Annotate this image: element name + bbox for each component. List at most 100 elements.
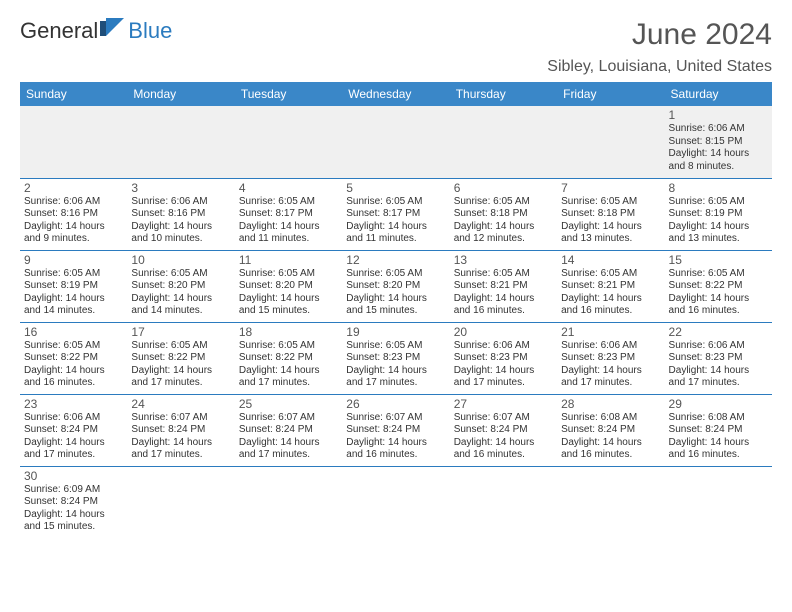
calendar-day-cell: 3Sunrise: 6:06 AMSunset: 8:16 PMDaylight…: [127, 178, 234, 250]
calendar-day-cell: 8Sunrise: 6:05 AMSunset: 8:19 PMDaylight…: [665, 178, 772, 250]
sunset-text: Sunset: 8:20 PM: [239, 280, 338, 293]
daylight-text: and 17 minutes.: [239, 377, 338, 390]
daylight-text: and 14 minutes.: [131, 305, 230, 318]
sunrise-text: Sunrise: 6:09 AM: [24, 484, 123, 497]
daylight-text: Daylight: 14 hours: [239, 221, 338, 234]
daylight-text: Daylight: 14 hours: [346, 221, 445, 234]
calendar-day-cell: 24Sunrise: 6:07 AMSunset: 8:24 PMDayligh…: [127, 394, 234, 466]
sunrise-text: Sunrise: 6:05 AM: [561, 196, 660, 209]
calendar-day-cell: [557, 466, 664, 538]
daylight-text: Daylight: 14 hours: [131, 293, 230, 306]
sunrise-text: Sunrise: 6:05 AM: [669, 268, 768, 281]
sunset-text: Sunset: 8:21 PM: [561, 280, 660, 293]
sunrise-text: Sunrise: 6:05 AM: [454, 196, 553, 209]
daylight-text: Daylight: 14 hours: [561, 437, 660, 450]
day-number: 23: [24, 397, 123, 411]
calendar-day-cell: 29Sunrise: 6:08 AMSunset: 8:24 PMDayligh…: [665, 394, 772, 466]
header: General Blue June 2024 Sibley, Louisiana…: [20, 18, 772, 76]
sunrise-text: Sunrise: 6:07 AM: [239, 412, 338, 425]
daylight-text: and 15 minutes.: [239, 305, 338, 318]
sunset-text: Sunset: 8:18 PM: [454, 208, 553, 221]
calendar-day-cell: 15Sunrise: 6:05 AMSunset: 8:22 PMDayligh…: [665, 250, 772, 322]
calendar-day-cell: 28Sunrise: 6:08 AMSunset: 8:24 PMDayligh…: [557, 394, 664, 466]
daylight-text: and 17 minutes.: [454, 377, 553, 390]
calendar-week-row: 2Sunrise: 6:06 AMSunset: 8:16 PMDaylight…: [20, 178, 772, 250]
sunrise-text: Sunrise: 6:05 AM: [239, 268, 338, 281]
daylight-text: Daylight: 14 hours: [561, 293, 660, 306]
day-number: 26: [346, 397, 445, 411]
day-number: 29: [669, 397, 768, 411]
calendar-day-cell: 23Sunrise: 6:06 AMSunset: 8:24 PMDayligh…: [20, 394, 127, 466]
daylight-text: and 17 minutes.: [24, 449, 123, 462]
day-number: 19: [346, 325, 445, 339]
day-number: 22: [669, 325, 768, 339]
sunset-text: Sunset: 8:21 PM: [454, 280, 553, 293]
sunrise-text: Sunrise: 6:06 AM: [24, 412, 123, 425]
daylight-text: Daylight: 14 hours: [669, 221, 768, 234]
calendar-day-cell: 21Sunrise: 6:06 AMSunset: 8:23 PMDayligh…: [557, 322, 664, 394]
calendar-day-cell: 1Sunrise: 6:06 AMSunset: 8:15 PMDaylight…: [665, 106, 772, 178]
sunset-text: Sunset: 8:18 PM: [561, 208, 660, 221]
sunrise-text: Sunrise: 6:07 AM: [454, 412, 553, 425]
calendar-day-cell: [235, 466, 342, 538]
calendar-day-cell: [342, 106, 449, 178]
calendar-day-cell: 27Sunrise: 6:07 AMSunset: 8:24 PMDayligh…: [450, 394, 557, 466]
day-number: 30: [24, 469, 123, 483]
sunrise-text: Sunrise: 6:05 AM: [346, 196, 445, 209]
calendar-day-cell: [665, 466, 772, 538]
sunset-text: Sunset: 8:24 PM: [131, 424, 230, 437]
sunset-text: Sunset: 8:20 PM: [131, 280, 230, 293]
calendar-day-cell: 26Sunrise: 6:07 AMSunset: 8:24 PMDayligh…: [342, 394, 449, 466]
day-number: 7: [561, 181, 660, 195]
daylight-text: Daylight: 14 hours: [669, 148, 768, 161]
sunset-text: Sunset: 8:24 PM: [24, 424, 123, 437]
sunrise-text: Sunrise: 6:05 AM: [561, 268, 660, 281]
weekday-header: Tuesday: [235, 82, 342, 106]
sunrise-text: Sunrise: 6:05 AM: [24, 340, 123, 353]
sunset-text: Sunset: 8:16 PM: [24, 208, 123, 221]
day-number: 8: [669, 181, 768, 195]
sunrise-text: Sunrise: 6:05 AM: [24, 268, 123, 281]
calendar-day-cell: [127, 466, 234, 538]
daylight-text: and 17 minutes.: [346, 377, 445, 390]
daylight-text: and 16 minutes.: [561, 305, 660, 318]
sunrise-text: Sunrise: 6:06 AM: [561, 340, 660, 353]
day-number: 9: [24, 253, 123, 267]
daylight-text: Daylight: 14 hours: [24, 293, 123, 306]
daylight-text: Daylight: 14 hours: [24, 221, 123, 234]
calendar-table: Sunday Monday Tuesday Wednesday Thursday…: [20, 82, 772, 538]
daylight-text: and 13 minutes.: [669, 233, 768, 246]
header-right: June 2024 Sibley, Louisiana, United Stat…: [547, 18, 772, 76]
day-number: 24: [131, 397, 230, 411]
sunset-text: Sunset: 8:23 PM: [669, 352, 768, 365]
sunrise-text: Sunrise: 6:05 AM: [239, 196, 338, 209]
daylight-text: and 17 minutes.: [131, 449, 230, 462]
sunrise-text: Sunrise: 6:07 AM: [346, 412, 445, 425]
brand-word-2: Blue: [128, 18, 172, 44]
daylight-text: Daylight: 14 hours: [561, 221, 660, 234]
calendar-day-cell: 13Sunrise: 6:05 AMSunset: 8:21 PMDayligh…: [450, 250, 557, 322]
location-text: Sibley, Louisiana, United States: [547, 58, 772, 76]
day-number: 17: [131, 325, 230, 339]
sunset-text: Sunset: 8:20 PM: [346, 280, 445, 293]
calendar-day-cell: 4Sunrise: 6:05 AMSunset: 8:17 PMDaylight…: [235, 178, 342, 250]
daylight-text: and 16 minutes.: [346, 449, 445, 462]
daylight-text: and 17 minutes.: [669, 377, 768, 390]
weekday-header-row: Sunday Monday Tuesday Wednesday Thursday…: [20, 82, 772, 106]
weekday-header: Friday: [557, 82, 664, 106]
daylight-text: and 17 minutes.: [131, 377, 230, 390]
sunset-text: Sunset: 8:23 PM: [561, 352, 660, 365]
sunrise-text: Sunrise: 6:06 AM: [669, 340, 768, 353]
calendar-day-cell: [450, 106, 557, 178]
day-number: 13: [454, 253, 553, 267]
calendar-day-cell: 19Sunrise: 6:05 AMSunset: 8:23 PMDayligh…: [342, 322, 449, 394]
day-number: 6: [454, 181, 553, 195]
sunrise-text: Sunrise: 6:05 AM: [239, 340, 338, 353]
daylight-text: and 11 minutes.: [346, 233, 445, 246]
calendar-day-cell: 30Sunrise: 6:09 AMSunset: 8:24 PMDayligh…: [20, 466, 127, 538]
brand-word-1: General: [20, 18, 98, 44]
day-number: 27: [454, 397, 553, 411]
day-number: 2: [24, 181, 123, 195]
day-number: 11: [239, 253, 338, 267]
sunrise-text: Sunrise: 6:05 AM: [669, 196, 768, 209]
